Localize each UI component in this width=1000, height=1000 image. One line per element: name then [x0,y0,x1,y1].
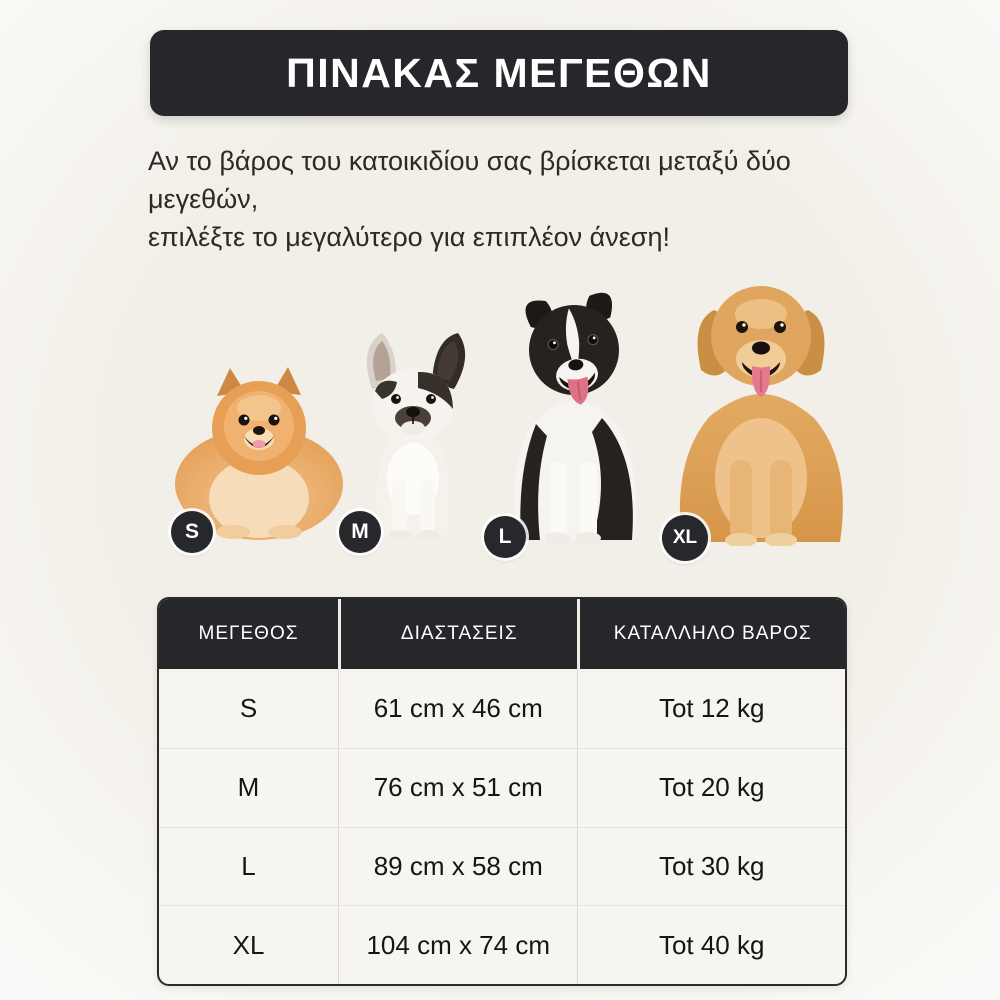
size-table: ΜΕΓΕΘΟΣ ΔΙΑΣΤΑΣΕΙΣ ΚΑΤΑΛΛΗΛΟ ΒΑΡΟΣ S 61 … [157,597,847,986]
dog-golden-retriever-image [656,264,866,546]
size-table-body: S 61 cm x 46 cm Tot 12 kg M 76 cm x 51 c… [159,669,845,984]
description-line-1: Αν το βάρος του κατοικιδίου σας βρίσκετα… [148,146,791,214]
page-title: ΠΙΝΑΚΑΣ ΜΕΓΕΘΩΝ [286,49,712,96]
column-header-weight: ΚΑΤΑΛΛΗΛΟ ΒΑΡΟΣ [577,599,845,669]
cell-dimensions: 89 cm x 58 cm [338,827,577,906]
cell-weight: Tot 40 kg [577,906,845,984]
cell-weight: Tot 12 kg [577,669,845,748]
cell-size: S [239,692,258,723]
size-table-header-row: ΜΕΓΕΘΟΣ ΔΙΑΣΤΑΣΕΙΣ ΚΑΤΑΛΛΗΛΟ ΒΑΡΟΣ [159,599,845,669]
dog-french-bulldog-image [352,327,477,539]
table-row-xl: XL 104 cm x 74 cm Tot 40 kg [159,905,845,984]
cell-weight: Tot 30 kg [577,827,845,906]
title-bar: ΠΙΝΑΚΑΣ ΜΕΓΕΘΩΝ [150,30,848,116]
cell-size: M [237,772,260,803]
cell-weight: Tot 20 kg [577,748,845,827]
cell-dimensions: 61 cm x 46 cm [338,669,577,748]
description-text: Αν το βάρος του κατοικιδίου σας βρίσκετα… [148,142,878,256]
table-row-m: M 76 cm x 51 cm Tot 20 kg [159,747,845,827]
size-badge-xl: XL [662,515,708,561]
cell-size: XL [232,929,265,960]
column-header-size: ΜΕΓΕΘΟΣ [198,623,299,644]
table-row-l: L 89 cm x 58 cm Tot 30 kg [159,826,845,906]
size-badge-m: M [339,511,381,553]
cell-dimensions: 104 cm x 74 cm [338,906,577,984]
dog-pomeranian-image [167,362,352,540]
column-header-dimensions: ΔΙΑΣΤΑΣΕΙΣ [338,599,577,669]
cell-dimensions: 76 cm x 51 cm [338,748,577,827]
description-line-2: επιλέξτε το μεγαλύτερο για επιπλέον άνεσ… [148,222,670,252]
size-badge-l: L [484,516,526,558]
dog-border-collie-image [490,286,655,544]
cell-size: L [241,850,256,881]
size-badge-s: S [171,511,213,553]
table-row-s: S 61 cm x 46 cm Tot 12 kg [159,669,845,748]
